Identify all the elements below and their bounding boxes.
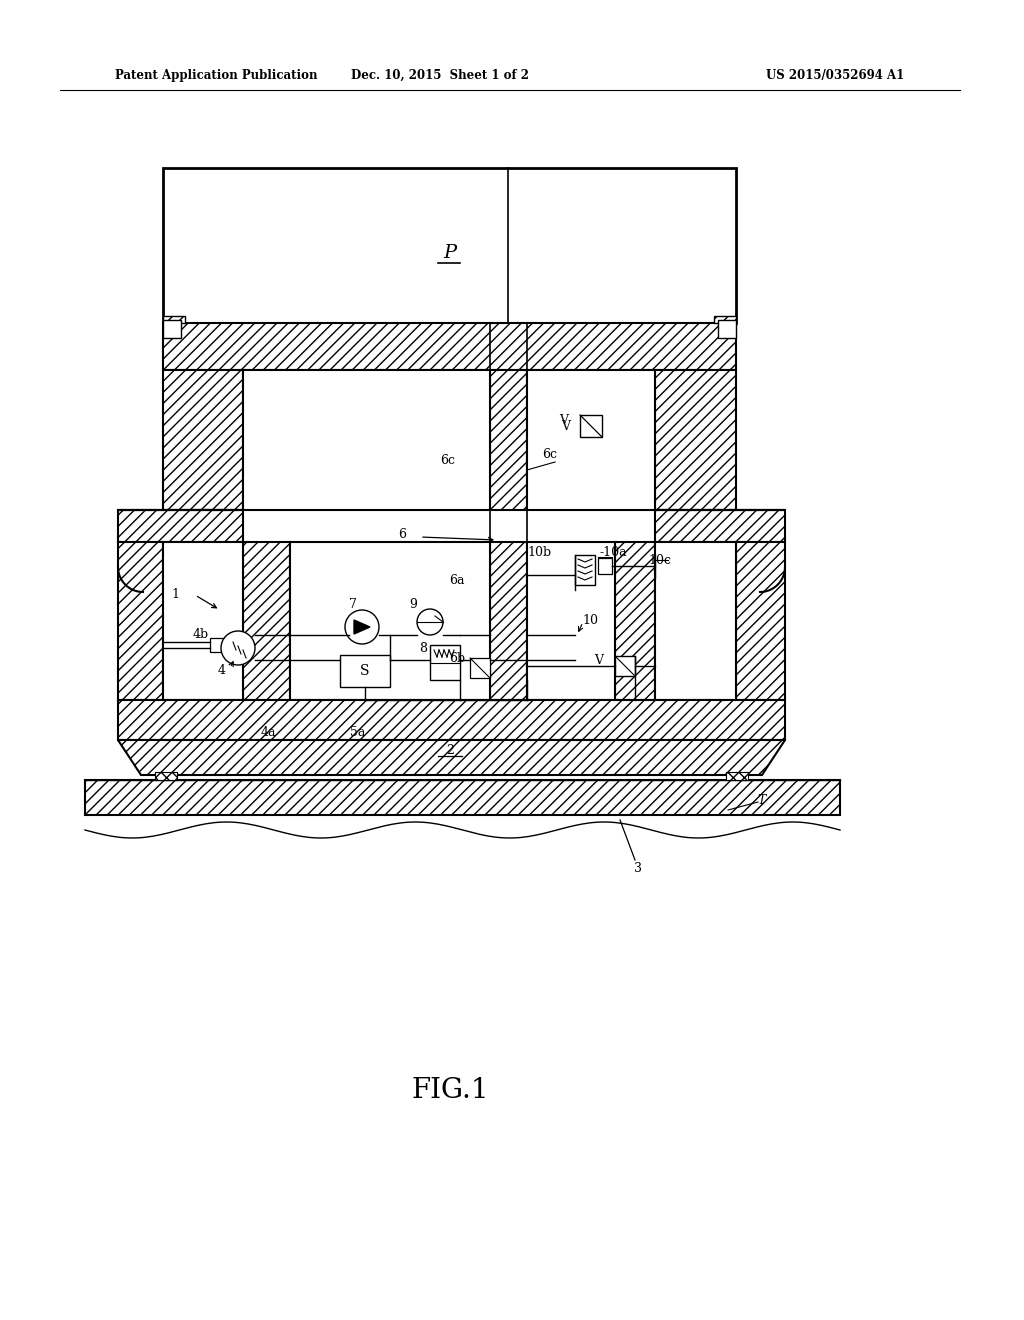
Bar: [118, 543, 163, 700]
Text: 2: 2: [446, 743, 454, 756]
Text: Dec. 10, 2015  Sheet 1 of 2: Dec. 10, 2015 Sheet 1 of 2: [351, 69, 529, 82]
Text: 4: 4: [218, 664, 226, 676]
Bar: [290, 543, 490, 700]
Polygon shape: [118, 741, 785, 775]
Text: 4b: 4b: [193, 628, 209, 642]
Text: 6c: 6c: [542, 449, 557, 462]
Text: 9: 9: [409, 598, 417, 611]
Circle shape: [417, 609, 443, 635]
Bar: [598, 558, 612, 574]
Bar: [243, 370, 490, 510]
Text: V: V: [559, 414, 568, 428]
Text: 6: 6: [398, 528, 406, 541]
Polygon shape: [354, 620, 370, 634]
Circle shape: [221, 631, 255, 665]
Bar: [527, 370, 655, 510]
Text: 7: 7: [349, 598, 357, 611]
Bar: [118, 700, 785, 741]
Bar: [340, 655, 390, 686]
Bar: [575, 554, 595, 585]
Text: 6c: 6c: [440, 454, 455, 467]
Bar: [527, 543, 615, 700]
Text: 6b: 6b: [449, 652, 465, 664]
Text: -10a: -10a: [600, 546, 628, 560]
Bar: [155, 772, 177, 780]
Polygon shape: [163, 315, 185, 323]
Bar: [490, 543, 527, 700]
Text: 10c: 10c: [648, 553, 671, 566]
Text: FIG.1: FIG.1: [412, 1077, 488, 1104]
Circle shape: [345, 610, 379, 644]
Bar: [615, 656, 635, 676]
Bar: [726, 772, 748, 780]
Bar: [736, 543, 785, 700]
Bar: [243, 543, 290, 700]
Text: 8: 8: [419, 642, 427, 655]
Text: 4a: 4a: [260, 726, 275, 739]
Bar: [163, 323, 736, 370]
Text: 5a: 5a: [350, 726, 366, 739]
Bar: [163, 319, 181, 338]
Text: 3: 3: [634, 862, 642, 874]
Polygon shape: [714, 315, 736, 323]
Bar: [470, 657, 490, 678]
Bar: [490, 370, 527, 510]
Text: S: S: [360, 664, 370, 678]
Bar: [210, 638, 224, 652]
Bar: [655, 370, 736, 510]
Bar: [718, 319, 736, 338]
Text: V: V: [594, 653, 603, 667]
Text: V: V: [561, 420, 570, 433]
Text: 1: 1: [171, 589, 179, 602]
Bar: [163, 370, 243, 510]
Text: 6a: 6a: [450, 573, 465, 586]
Text: T: T: [758, 793, 766, 807]
Bar: [163, 168, 736, 323]
Bar: [615, 543, 655, 700]
Bar: [118, 510, 243, 543]
Text: P: P: [443, 244, 457, 261]
Text: Patent Application Publication: Patent Application Publication: [115, 69, 317, 82]
Text: 10b: 10b: [528, 546, 552, 560]
Bar: [655, 510, 785, 543]
Bar: [163, 543, 243, 700]
Text: US 2015/0352694 A1: US 2015/0352694 A1: [766, 69, 904, 82]
Text: 10: 10: [582, 614, 598, 627]
Bar: [430, 645, 460, 680]
Bar: [580, 414, 602, 437]
Bar: [85, 780, 840, 814]
Bar: [655, 543, 736, 700]
